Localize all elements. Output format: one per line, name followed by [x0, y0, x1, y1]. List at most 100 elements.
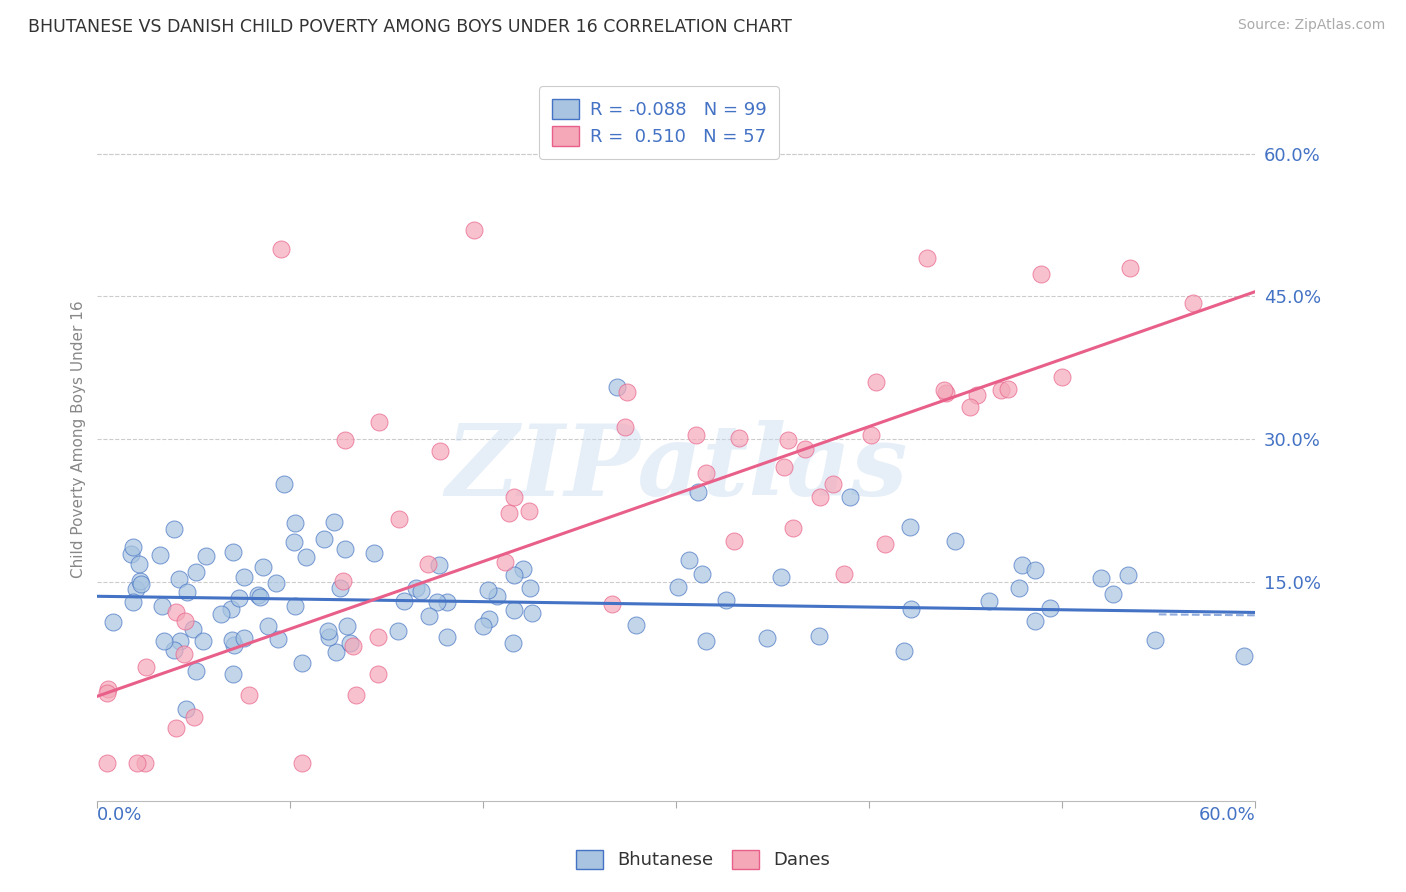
Text: 0.0%: 0.0% — [97, 805, 143, 823]
Point — [125, 582, 148, 596]
Point — [96, 686, 118, 700]
Point — [339, 636, 361, 650]
Y-axis label: Child Poverty Among Boys Under 16: Child Poverty Among Boys Under 16 — [72, 301, 86, 578]
Point — [782, 521, 804, 535]
Point — [318, 630, 340, 644]
Point — [519, 581, 541, 595]
Point — [427, 558, 450, 573]
Point — [778, 434, 800, 448]
Point — [181, 622, 204, 636]
Point — [387, 512, 409, 526]
Point — [222, 667, 245, 681]
Point — [602, 597, 624, 611]
Point — [770, 570, 793, 584]
Point — [96, 756, 118, 770]
Point — [773, 459, 796, 474]
Point — [176, 585, 198, 599]
Point — [860, 427, 883, 442]
Point — [1029, 267, 1052, 281]
Point — [898, 520, 921, 534]
Point — [1119, 260, 1142, 275]
Point — [873, 537, 896, 551]
Point — [149, 548, 172, 562]
Point — [793, 442, 815, 456]
Point — [150, 599, 173, 613]
Point — [728, 431, 751, 445]
Point — [284, 516, 307, 530]
Point — [222, 638, 245, 652]
Point — [1233, 648, 1256, 663]
Point — [332, 574, 354, 588]
Point — [436, 630, 458, 644]
Text: ZIPatlas: ZIPatlas — [446, 420, 907, 516]
Point — [832, 566, 855, 581]
Point — [755, 632, 778, 646]
Point — [129, 577, 152, 591]
Point — [522, 607, 544, 621]
Point — [666, 581, 689, 595]
Point — [128, 557, 150, 571]
Point — [606, 380, 628, 394]
Point — [249, 591, 271, 605]
Point — [222, 545, 245, 559]
Point — [367, 667, 389, 681]
Point — [429, 444, 451, 458]
Point — [436, 595, 458, 609]
Point — [695, 634, 717, 648]
Point — [191, 633, 214, 648]
Point — [323, 516, 346, 530]
Point — [256, 619, 278, 633]
Point — [1024, 614, 1046, 628]
Point — [1008, 581, 1031, 595]
Point — [502, 490, 524, 504]
Text: BHUTANESE VS DANISH CHILD POVERTY AMONG BOYS UNDER 16 CORRELATION CHART: BHUTANESE VS DANISH CHILD POVERTY AMONG … — [28, 18, 792, 36]
Point — [127, 756, 149, 770]
Point — [363, 546, 385, 560]
Point — [367, 630, 389, 644]
Point — [472, 619, 495, 633]
Point — [273, 477, 295, 491]
Point — [169, 633, 191, 648]
Point — [807, 629, 830, 643]
Point — [839, 490, 862, 504]
Point — [387, 624, 409, 639]
Point — [1143, 633, 1166, 648]
Point — [512, 562, 534, 576]
Point — [183, 710, 205, 724]
Point — [186, 565, 208, 579]
Point — [120, 547, 142, 561]
Point — [264, 575, 287, 590]
Point — [1024, 563, 1046, 577]
Point — [316, 624, 339, 638]
Point — [173, 614, 195, 628]
Point — [1011, 558, 1033, 572]
Point — [477, 582, 499, 597]
Point — [173, 647, 195, 661]
Point — [616, 385, 638, 400]
Point — [252, 559, 274, 574]
Point — [486, 589, 509, 603]
Point — [153, 634, 176, 648]
Point — [169, 572, 191, 586]
Point — [502, 603, 524, 617]
Point — [284, 599, 307, 613]
Point — [163, 643, 186, 657]
Point — [405, 581, 427, 595]
Text: Source: ZipAtlas.com: Source: ZipAtlas.com — [1237, 18, 1385, 32]
Point — [893, 644, 915, 658]
Point — [129, 574, 152, 588]
Point — [690, 566, 713, 581]
Point — [823, 477, 845, 491]
Point — [1050, 369, 1073, 384]
Point — [291, 756, 314, 770]
Point — [336, 619, 359, 633]
Point — [1090, 571, 1112, 585]
Point — [367, 415, 389, 429]
Point — [165, 721, 187, 735]
Text: 60.0%: 60.0% — [1198, 805, 1256, 823]
Point — [134, 756, 156, 770]
Point — [238, 689, 260, 703]
Point — [723, 534, 745, 549]
Point — [990, 384, 1012, 398]
Point — [121, 540, 143, 554]
